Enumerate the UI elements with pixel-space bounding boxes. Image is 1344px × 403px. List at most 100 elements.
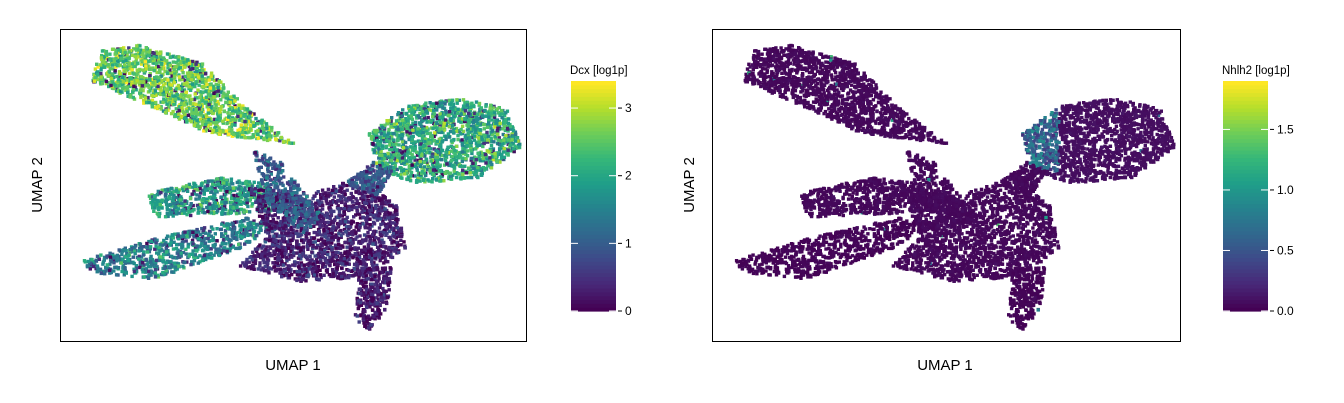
- data-point: [412, 130, 416, 134]
- data-point: [157, 64, 161, 69]
- data-point: [221, 207, 226, 211]
- data-point: [404, 149, 408, 153]
- data-point: [410, 166, 414, 170]
- data-point: [227, 132, 231, 136]
- data-point: [200, 74, 204, 78]
- data-point: [172, 193, 176, 198]
- data-point: [162, 58, 166, 62]
- data-point: [157, 70, 162, 74]
- data-point: [167, 61, 172, 66]
- data-point: [209, 74, 213, 78]
- data-point: [140, 62, 144, 66]
- data-point: [455, 98, 459, 102]
- data-point: [172, 68, 176, 72]
- data-point: [452, 137, 456, 142]
- data-point: [227, 241, 232, 245]
- data-point: [263, 206, 267, 211]
- data-point: [170, 74, 174, 78]
- data-point: [187, 64, 192, 69]
- data-point: [250, 135, 254, 140]
- data-point: [214, 124, 218, 129]
- data-point: [201, 84, 205, 89]
- data-point: [495, 159, 499, 164]
- data-point: [141, 58, 145, 63]
- data-point: [216, 206, 220, 210]
- data-point: [476, 157, 481, 161]
- data-point: [188, 252, 192, 256]
- data-point: [480, 153, 484, 157]
- data-point: [418, 121, 422, 125]
- data-point: [469, 175, 474, 180]
- data-point: [112, 57, 116, 62]
- data-point: [212, 198, 216, 202]
- data-point: [377, 147, 381, 151]
- data-point: [121, 87, 125, 91]
- data-point: [236, 108, 241, 112]
- data-point: [136, 61, 140, 65]
- data-point: [432, 134, 436, 139]
- data-point: [209, 234, 213, 238]
- data-point: [175, 261, 179, 265]
- data-point: [216, 112, 220, 116]
- data-point: [204, 200, 208, 205]
- data-point: [425, 162, 430, 166]
- data-point: [160, 248, 164, 252]
- data-point: [256, 121, 260, 126]
- data-point: [252, 267, 256, 271]
- data-point: [199, 243, 203, 248]
- data-point: [456, 137, 460, 142]
- data-point: [121, 258, 125, 262]
- data-point: [194, 80, 198, 84]
- data-point: [440, 126, 445, 131]
- data-point: [215, 119, 219, 123]
- data-point: [95, 270, 99, 274]
- data-point: [223, 229, 228, 233]
- data-point: [493, 134, 498, 139]
- data-point: [126, 261, 130, 265]
- data-point: [83, 260, 88, 264]
- data-point: [196, 63, 200, 68]
- data-point: [410, 145, 414, 149]
- data-point: [96, 72, 100, 77]
- data-point: [153, 267, 158, 272]
- data-point: [408, 179, 413, 183]
- data-point: [138, 44, 142, 48]
- data-point: [164, 202, 169, 206]
- data-point: [437, 164, 442, 169]
- data-point: [478, 131, 482, 136]
- data-point: [117, 48, 121, 52]
- data-point: [436, 116, 440, 120]
- data-point: [241, 104, 245, 108]
- data-point: [229, 207, 233, 211]
- data-point: [207, 232, 211, 236]
- data-point: [224, 242, 228, 246]
- data-point: [184, 252, 188, 256]
- data-point: [225, 186, 230, 191]
- data-point: [460, 124, 465, 128]
- data-point: [491, 149, 495, 153]
- data-point: [440, 148, 445, 153]
- data-point: [144, 46, 148, 50]
- data-point: [215, 128, 219, 133]
- data-point: [270, 125, 274, 130]
- data-point: [236, 196, 240, 200]
- data-point: [146, 244, 150, 249]
- data-point: [253, 236, 257, 241]
- data-point: [496, 126, 500, 130]
- data-point: [482, 127, 486, 131]
- data-point: [454, 158, 459, 163]
- data-point: [380, 146, 385, 150]
- data-point: [173, 232, 177, 236]
- data-point: [231, 109, 235, 113]
- data-point: [204, 129, 208, 133]
- data-point: [409, 174, 413, 178]
- data-point: [180, 201, 184, 205]
- data-point: [185, 260, 189, 264]
- data-point: [140, 94, 144, 98]
- data-point: [467, 126, 472, 130]
- data-point: [485, 132, 489, 137]
- data-point: [474, 128, 478, 132]
- data-point: [153, 237, 157, 241]
- data-point: [432, 121, 436, 126]
